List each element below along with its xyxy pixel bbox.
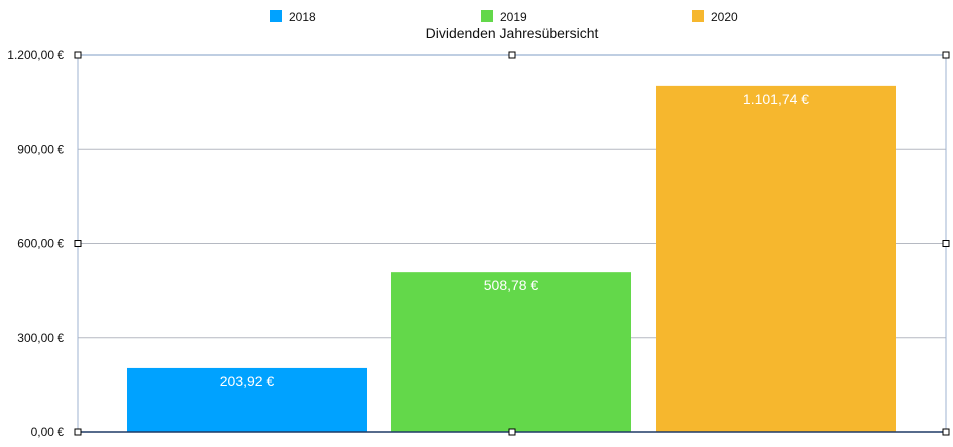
resize-handle[interactable] [74, 240, 82, 247]
bar-2020 [656, 85, 896, 432]
chart-title: Dividenden Jahresübersicht [426, 25, 599, 41]
bar-data-label: 203,92 € [220, 373, 275, 389]
bar-2019 [391, 272, 631, 432]
y-tick-label: 600,00 € [17, 237, 64, 251]
y-tick-label: 0,00 € [31, 425, 65, 439]
y-tick-label: 900,00 € [17, 142, 64, 156]
legend-label: 2020 [711, 10, 738, 24]
resize-handle[interactable] [942, 51, 950, 59]
y-tick-label: 1.200,00 € [7, 48, 64, 62]
y-tick-label: 300,00 € [17, 331, 64, 345]
bar-data-label: 508,78 € [484, 277, 539, 293]
legend-label: 2018 [289, 10, 316, 24]
legend-swatch [270, 10, 282, 22]
resize-handle[interactable] [942, 428, 950, 436]
legend-swatch [481, 10, 493, 22]
resize-handle[interactable] [508, 51, 516, 59]
resize-handle[interactable] [74, 51, 82, 59]
resize-handle[interactable] [74, 428, 82, 436]
legend-swatch [692, 10, 704, 22]
bar-2018 [127, 367, 367, 432]
resize-handle[interactable] [942, 240, 950, 247]
resize-handle[interactable] [508, 428, 516, 436]
bar-data-label: 1.101,74 € [743, 91, 809, 107]
legend-label: 2019 [500, 10, 527, 24]
